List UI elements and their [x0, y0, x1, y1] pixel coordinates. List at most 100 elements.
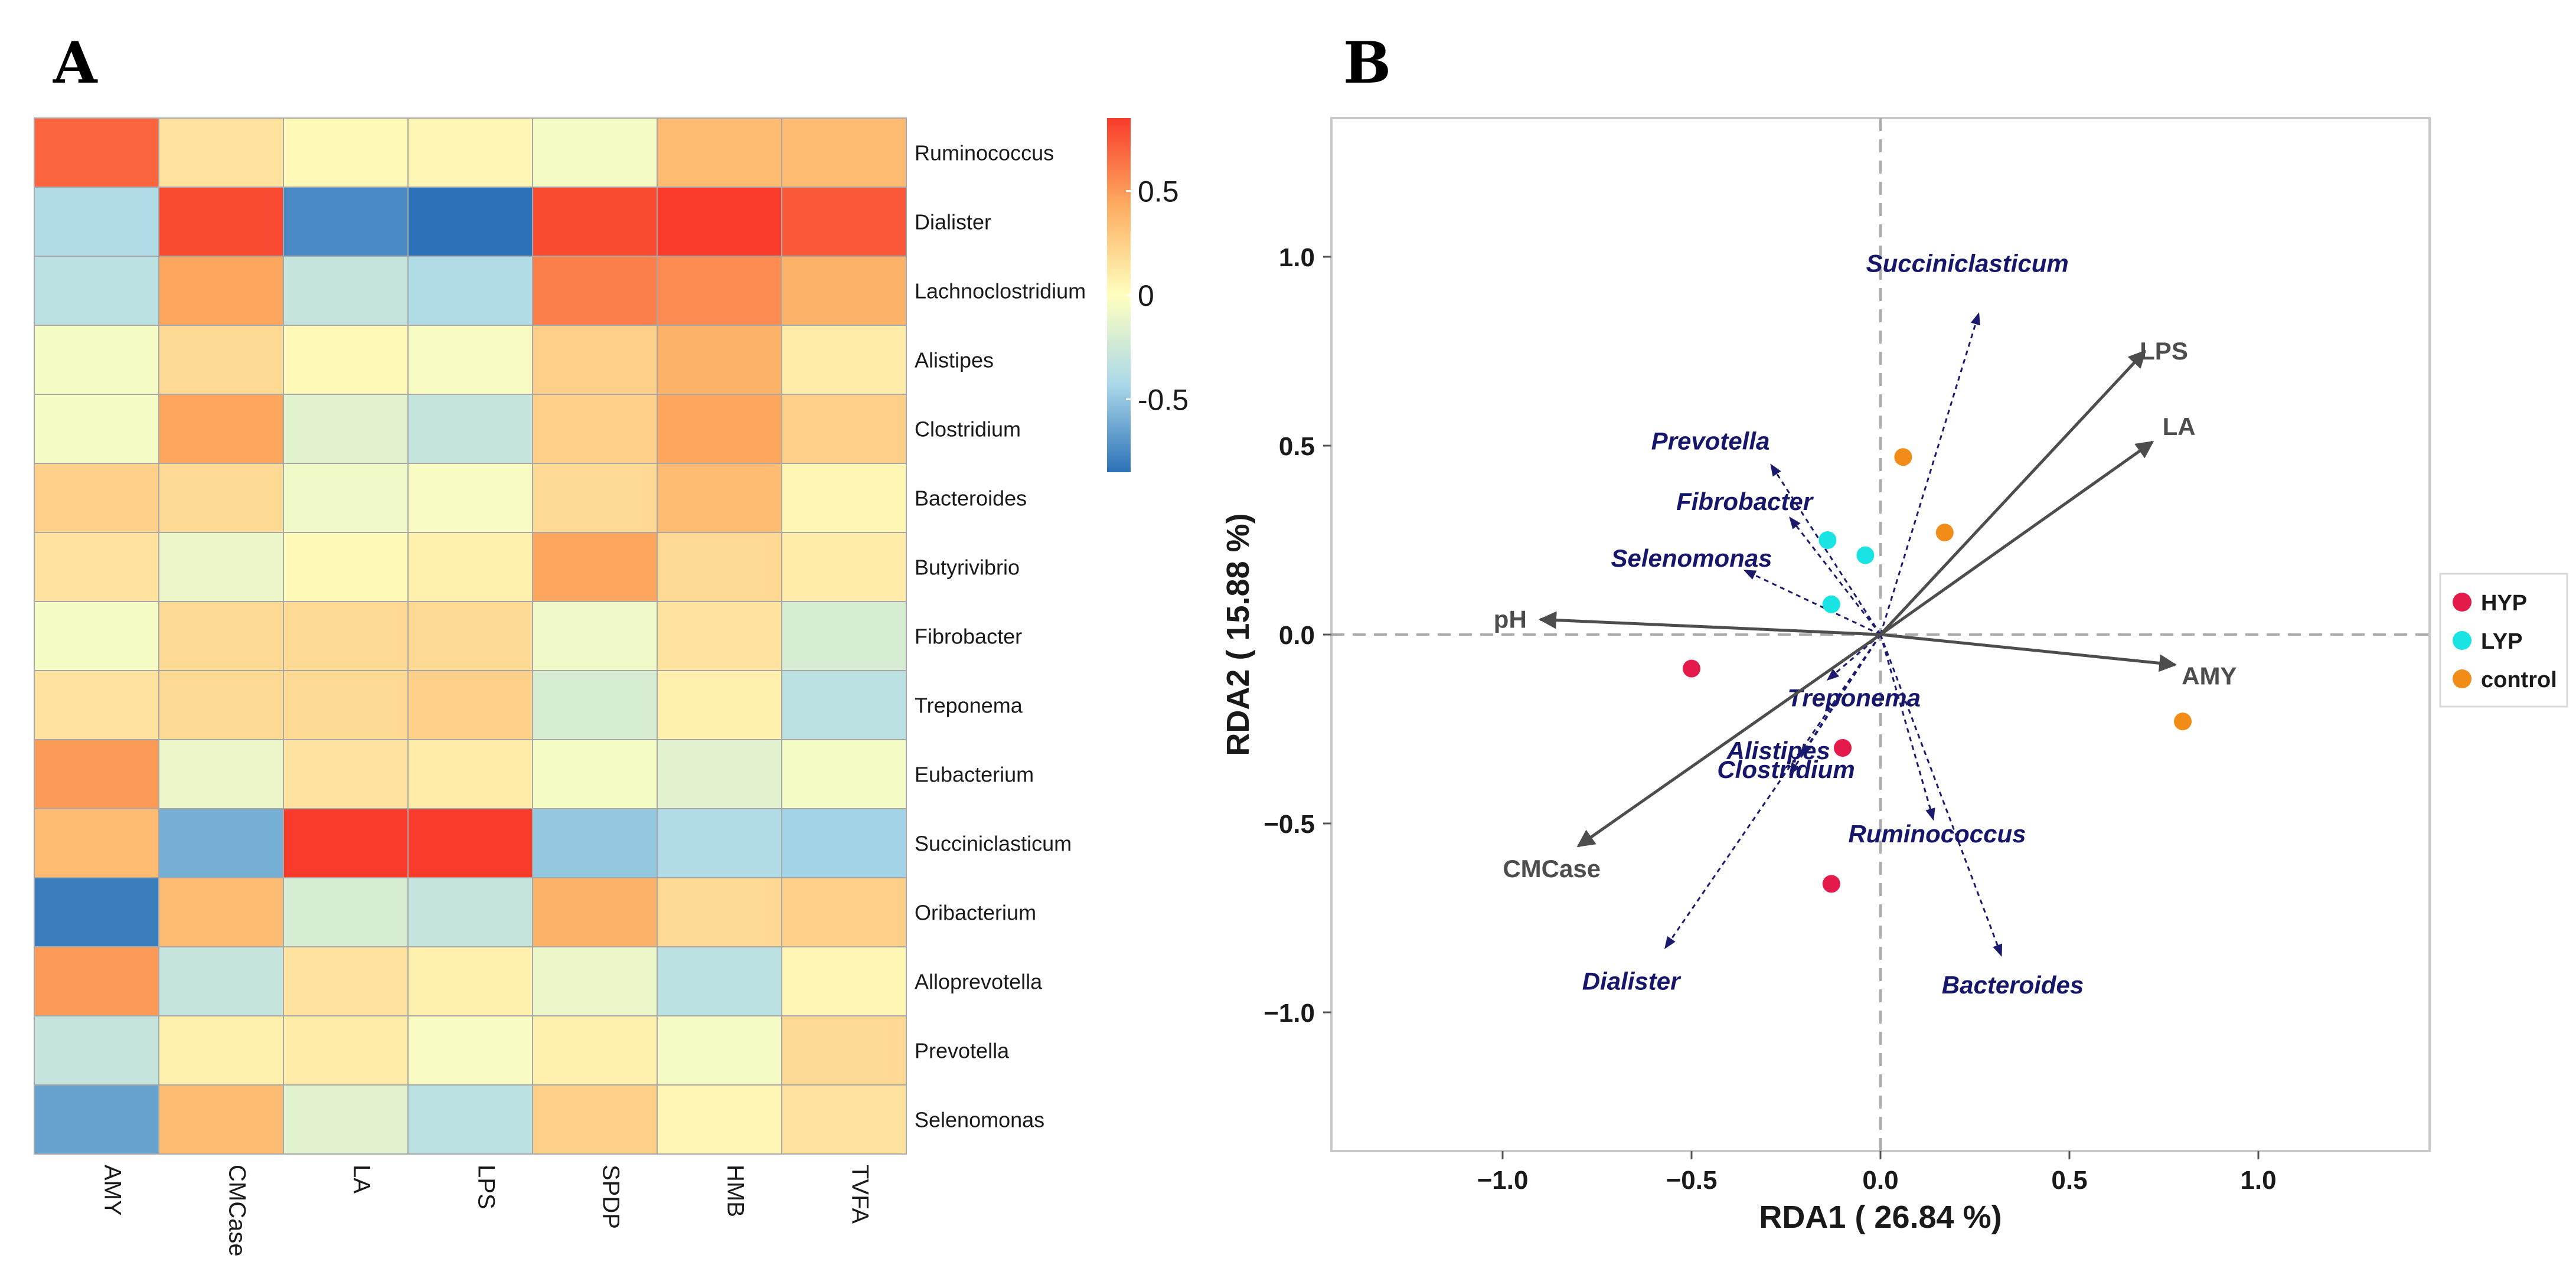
rda-x-axis-label: RDA1 ( 26.84 %) — [1759, 1199, 2002, 1235]
heatmap-cell-succiniclasticum-tvfa — [781, 808, 907, 878]
sample-point-lyp-1 — [1818, 531, 1837, 549]
heatmap-column-label-lps: LPS — [474, 1165, 499, 1209]
heatmap-cell-lachnoclostridium-la — [283, 256, 409, 326]
species-label-clostridium: Clostridium — [1717, 756, 1855, 783]
heatmap-column-label-hmb: HMB — [723, 1165, 749, 1217]
heatmap-cell-alistipes-tvfa — [781, 325, 907, 395]
heatmap-cell-alistipes-hmb — [657, 325, 782, 395]
legend-marker-hyp — [2453, 593, 2471, 612]
heatmap-cell-butyrivibrio-amy — [34, 532, 159, 602]
heatmap-row-label-oribacterium: Oribacterium — [915, 901, 1036, 925]
species-arrow-prevotella — [1770, 463, 1882, 635]
heatmap-cell-dialister-cmcase — [158, 187, 284, 257]
heatmap-cell-treponema-spdp — [532, 670, 658, 740]
heatmap-cell-lachnoclostridium-hmb — [657, 256, 782, 326]
rda-plot: −1.0 −0.5 0.0 0.5 1.0 1.0 0.5 0.0 −0.5 −1.0 Succ… — [1220, 117, 2431, 1235]
heatmap-cell-fibrobacter-spdp — [532, 601, 658, 671]
heatmap-cell-dialister-lps — [407, 187, 533, 257]
heatmap-cell-alistipes-amy — [34, 325, 159, 395]
heatmap-cell-dialister-la — [283, 187, 409, 257]
env-arrow-lps — [1879, 349, 2147, 636]
heatmap-cell-clostridium-amy — [34, 394, 159, 464]
heatmap-cell-alistipes-lps — [407, 325, 533, 395]
heatmap-cell-butyrivibrio-lps — [407, 532, 533, 602]
env-label-amy: AMY — [2182, 662, 2237, 689]
heatmap-row-label-alistipes: Alistipes — [915, 348, 994, 372]
sample-point-hyp-3 — [1822, 875, 1840, 893]
heatmap-cell-ruminococcus-cmcase — [158, 117, 284, 188]
heatmap-cell-treponema-tvfa — [781, 670, 907, 740]
heatmap-cell-oribacterium-lps — [407, 877, 533, 947]
heatmap-cell-treponema-la — [283, 670, 409, 740]
heatmap-cell-clostridium-lps — [407, 394, 533, 464]
env-label-ph: pH — [1494, 605, 1527, 633]
heatmap-cell-butyrivibrio-spdp — [532, 532, 658, 602]
heatmap-cell-fibrobacter-tvfa — [781, 601, 907, 671]
legend-label-control: control — [2481, 668, 2557, 692]
heatmap-cell-alloprevotella-hmb — [657, 946, 782, 1016]
env-arrow-la — [1879, 440, 2154, 636]
heatmap-cell-butyrivibrio-cmcase — [158, 532, 284, 602]
heatmap-cell-dialister-hmb — [657, 187, 782, 257]
heatmap-cell-selenomonas-la — [283, 1084, 409, 1155]
heatmap-cell-succiniclasticum-lps — [407, 808, 533, 878]
heatmap-cell-bacteroides-la — [283, 463, 409, 533]
legend-label-hyp: HYP — [2481, 591, 2527, 616]
environment-arrows: LPS LA pH AMY CMCase — [1494, 337, 2237, 882]
heatmap-cell-prevotella-cmcase — [158, 1015, 284, 1086]
heatmap-cell-prevotella-hmb — [657, 1015, 782, 1086]
heatmap-cell-dialister-amy — [34, 187, 159, 257]
heatmap-row-label-alloprevotella: Alloprevotella — [915, 970, 1043, 994]
heatmap-row-label-ruminococcus: Ruminococcus — [915, 141, 1054, 165]
heatmap-cell-dialister-tvfa — [781, 187, 907, 257]
heatmap-cell-alistipes-cmcase — [158, 325, 284, 395]
rda-y-tick-label: −1.0 — [1263, 999, 1315, 1028]
env-arrow-amy — [1880, 633, 2177, 672]
sample-point-control-1 — [1894, 448, 1912, 466]
heatmap-cell-eubacterium-cmcase — [158, 739, 284, 809]
heatmap-row-label-prevotella: Prevotella — [915, 1039, 1010, 1063]
env-arrow-ph — [1539, 611, 1881, 636]
heatmap-cell-eubacterium-tvfa — [781, 739, 907, 809]
heatmap-row-label-eubacterium: Eubacterium — [915, 763, 1034, 787]
heatmap-cell-treponema-amy — [34, 670, 159, 740]
heatmap-column-label-la: LA — [349, 1165, 375, 1194]
heatmap-cell-succiniclasticum-hmb — [657, 808, 782, 878]
species-arrow-selenomonas — [1743, 569, 1881, 636]
heatmap-cell-lachnoclostridium-amy — [34, 256, 159, 326]
heatmap-cell-succiniclasticum-spdp — [532, 808, 658, 878]
heatmap-cell-butyrivibrio-tvfa — [781, 532, 907, 602]
env-label-lps: LPS — [2140, 337, 2188, 365]
species-arrows: Succiniclasticum Prevotella Fibrobacter Sel… — [1582, 250, 2084, 999]
rda-y-tick-label: −0.5 — [1263, 810, 1315, 839]
heatmap-cell-oribacterium-tvfa — [781, 877, 907, 947]
heatmap-column-label-tvfa: TVFA — [847, 1165, 873, 1224]
heatmap-cell-selenomonas-spdp — [532, 1084, 658, 1155]
rda-x-ticks: −1.0 −0.5 0.0 0.5 1.0 — [1477, 1151, 2277, 1195]
heatmap-cell-alistipes-spdp — [532, 325, 658, 395]
heatmap-row-label-dialister: Dialister — [915, 210, 991, 234]
heatmap-row-label-lachnoclostridium: Lachnoclostridium — [915, 279, 1086, 303]
rda-y-ticks: 1.0 0.5 0.0 −0.5 −1.0 — [1263, 243, 1331, 1028]
heatmap-cell-ruminococcus-lps — [407, 117, 533, 188]
heatmap-cell-butyrivibrio-la — [283, 532, 409, 602]
rda-y-axis-label: RDA2 ( 15.88 %) — [1220, 513, 1256, 756]
heatmap-cell-oribacterium-cmcase — [158, 877, 284, 947]
legend-marker-lyp — [2453, 631, 2471, 650]
rda-x-tick-label: −1.0 — [1477, 1166, 1529, 1195]
heatmap-row-label-treponema: Treponema — [915, 694, 1023, 718]
heatmap-cell-bacteroides-tvfa — [781, 463, 907, 533]
env-label-la: LA — [2163, 413, 2196, 440]
heatmap-cell-prevotella-la — [283, 1015, 409, 1086]
species-arrow-fibrobacter — [1789, 516, 1882, 635]
sample-point-control-3 — [2174, 712, 2192, 731]
heatmap-cell-prevotella-spdp — [532, 1015, 658, 1086]
species-arrow-succiniclasticum — [1879, 312, 1980, 635]
colorbar-tick-label: -0.5 — [1138, 383, 1189, 416]
heatmap-cell-fibrobacter-la — [283, 601, 409, 671]
rda-x-tick-label: 0.5 — [2051, 1166, 2087, 1195]
species-label-selenomonas: Selenomonas — [1611, 544, 1772, 572]
heatmap-cell-eubacterium-hmb — [657, 739, 782, 809]
heatmap-cell-succiniclasticum-amy — [34, 808, 159, 878]
heatmap-cell-butyrivibrio-hmb — [657, 532, 782, 602]
